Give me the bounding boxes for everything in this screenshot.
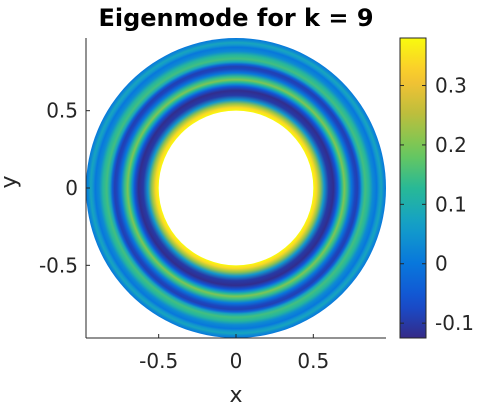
x-tick-label: 0.5 xyxy=(297,349,329,373)
y-tick-label: 0.5 xyxy=(46,99,78,123)
x-axis-label: x xyxy=(229,383,242,408)
colorbar-tick-label: -0.1 xyxy=(435,311,474,335)
x-ticks: -0.5 0 0.5 xyxy=(139,334,329,373)
chart-title: Eigenmode for k = 9 xyxy=(98,4,373,32)
colorbar-ticks: -0.1 0 0.1 0.2 0.3 xyxy=(400,74,474,335)
x-tick-label: -0.5 xyxy=(139,349,178,373)
colorbar: -0.1 0 0.1 0.2 0.3 xyxy=(399,37,474,339)
y-axis-label: y xyxy=(0,175,22,188)
plot-area xyxy=(86,38,386,338)
colorbar-gradient-bar xyxy=(399,37,427,339)
colorbar-tick-label: 0.3 xyxy=(435,74,467,98)
colorbar-tick-label: 0.1 xyxy=(435,192,467,216)
colorbar-tick-label: 0.2 xyxy=(435,133,467,157)
y-ticks: -0.5 0 0.5 xyxy=(39,99,90,277)
inner-hole xyxy=(158,110,314,266)
y-tick-label: 0 xyxy=(65,176,78,200)
colorbar-tick-label: 0 xyxy=(435,252,448,276)
axes: -0.5 0 0.5 -0.5 0 0.5 x y xyxy=(0,38,386,408)
x-tick-label: 0 xyxy=(230,349,243,373)
y-tick-label: -0.5 xyxy=(39,253,78,277)
